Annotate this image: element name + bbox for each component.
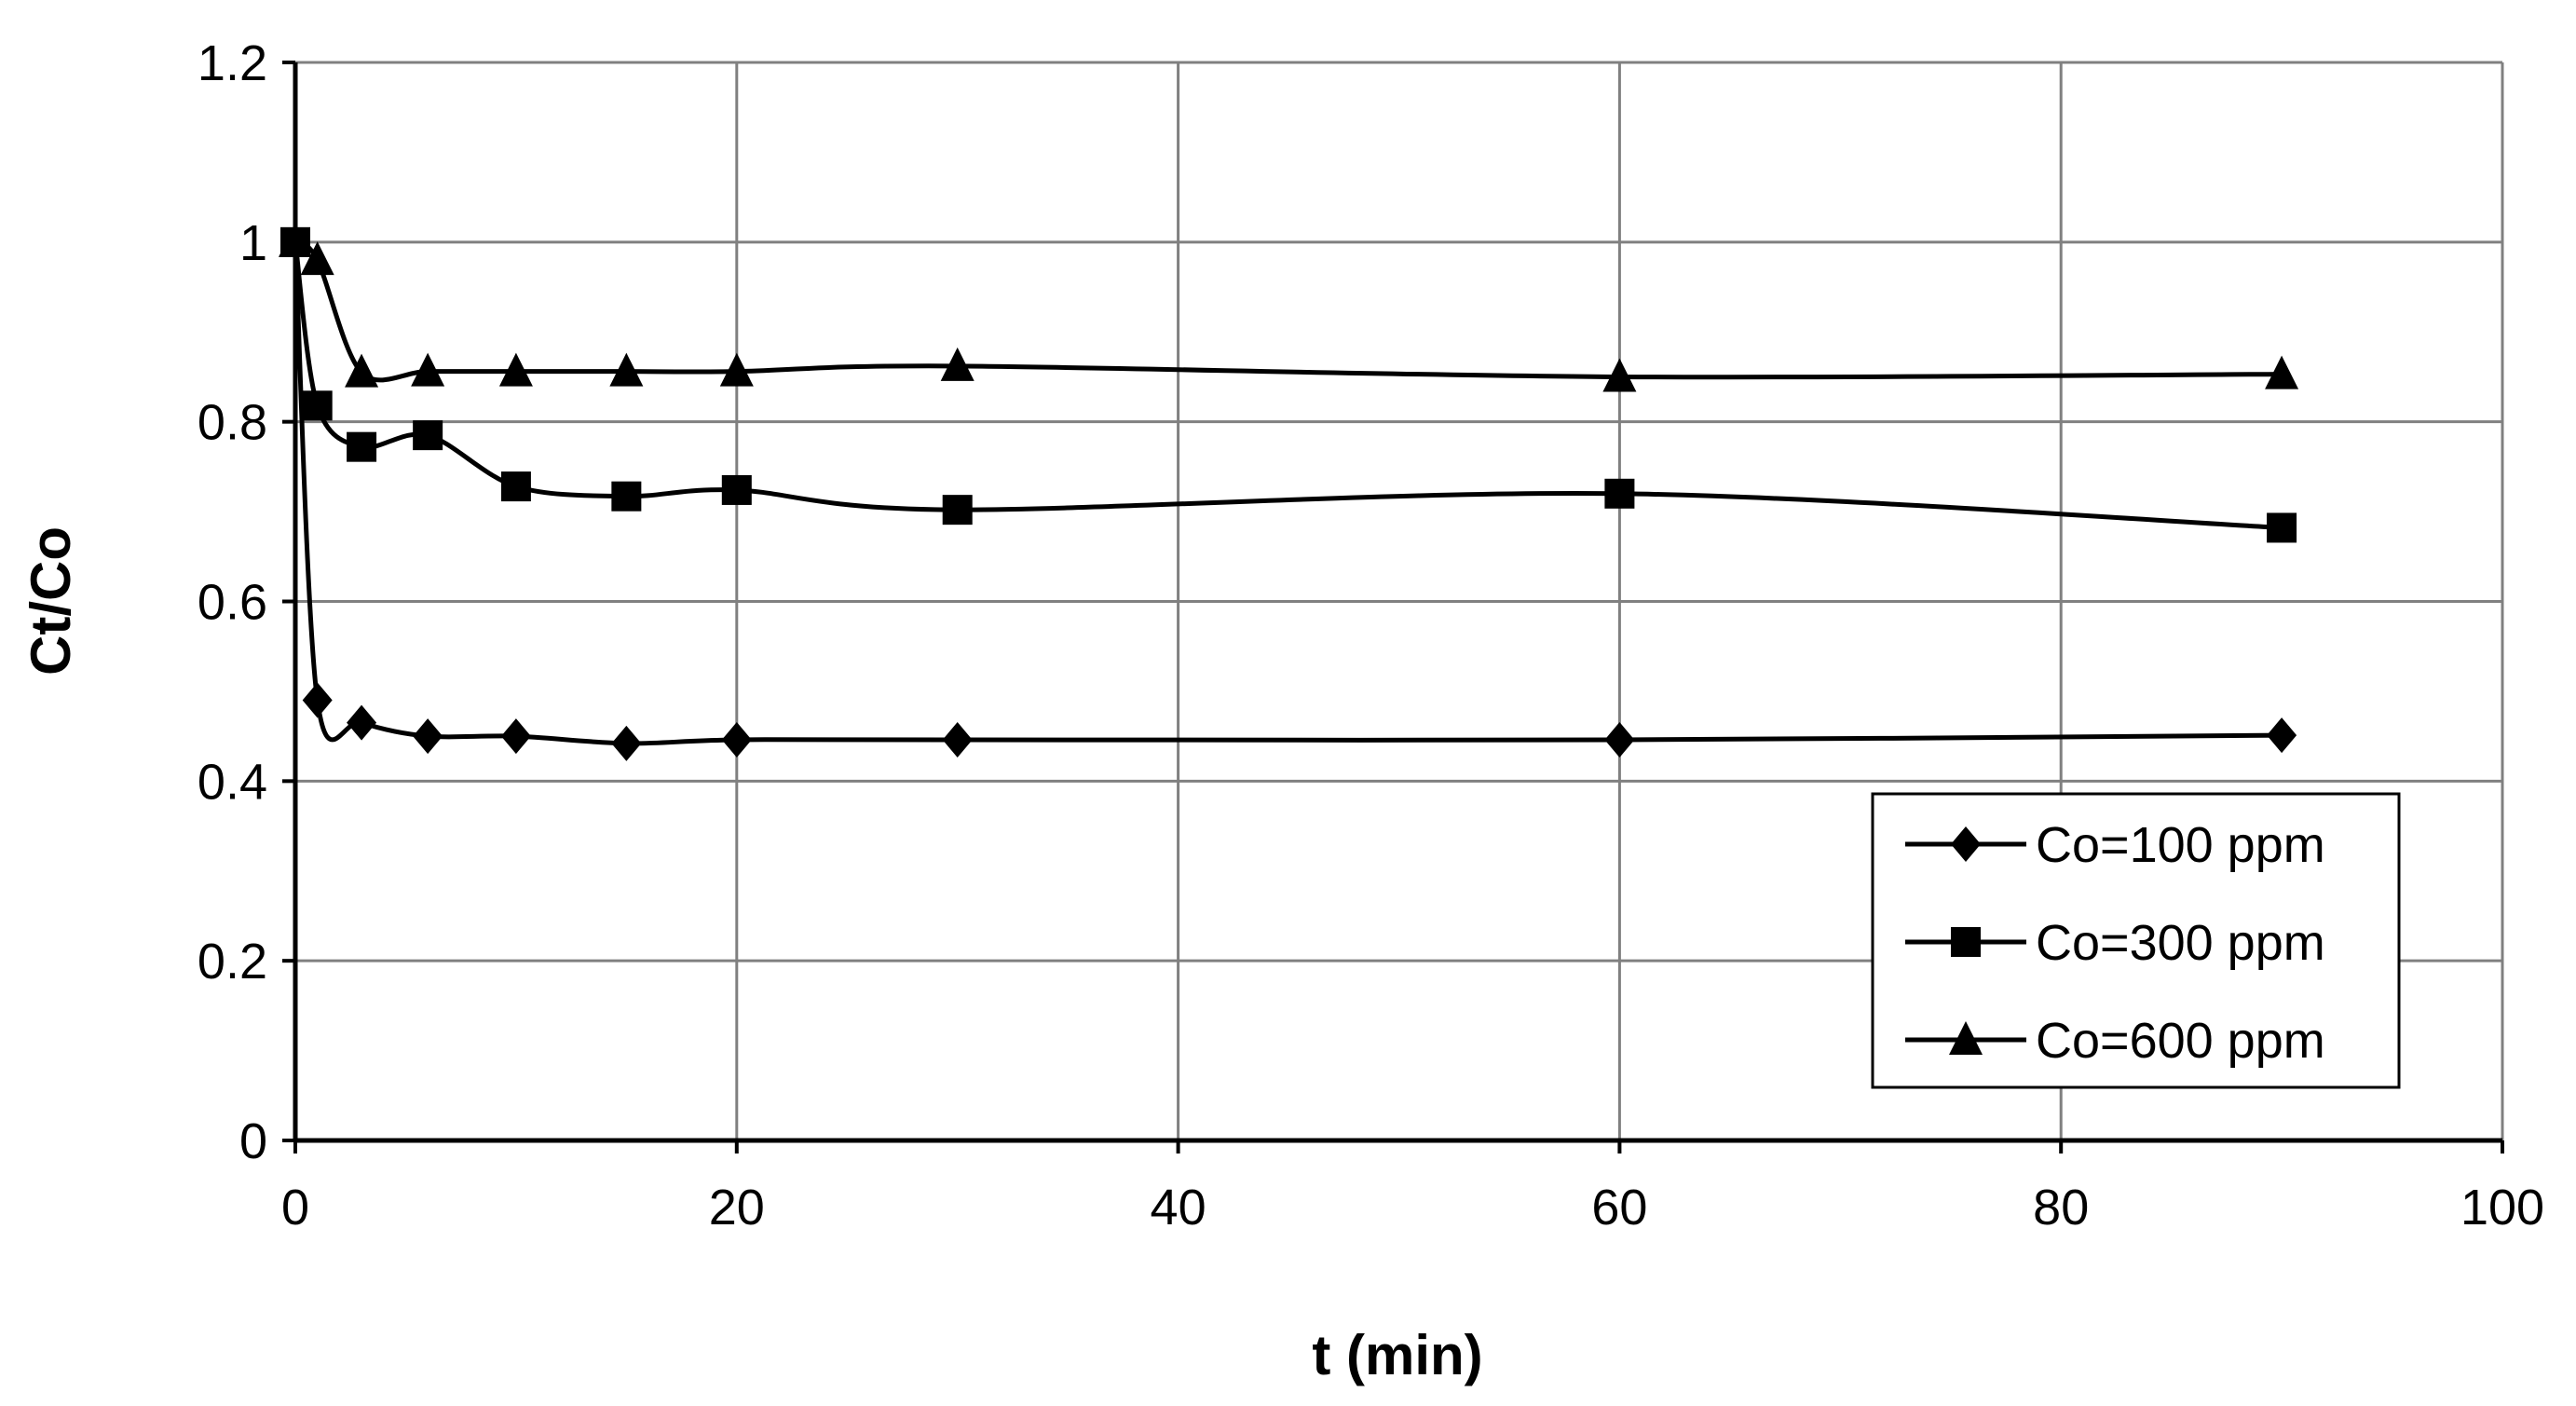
diamond-marker (721, 721, 752, 758)
x-tick-label: 60 (1591, 1180, 1647, 1235)
square-marker (1604, 478, 1635, 509)
y-tick-label: 0.8 (198, 395, 267, 451)
triangle-marker (279, 223, 312, 257)
diamond-marker (347, 704, 377, 741)
legend-triangle-marker (1949, 1021, 1983, 1055)
series-group (279, 223, 2299, 761)
series-square (280, 226, 2297, 543)
series-line (293, 239, 2283, 383)
y-tick-label: 1.2 (198, 35, 267, 91)
y-tick-label: 1 (239, 215, 267, 271)
diamond-marker (302, 682, 333, 718)
triangle-marker (1602, 358, 1637, 392)
diamond-marker (2267, 717, 2297, 754)
series-line (293, 241, 2283, 530)
triangle-marker (411, 352, 445, 387)
y-tick-label: 0 (239, 1113, 267, 1169)
x-tick-label: 100 (2460, 1180, 2544, 1235)
x-tick-label: 80 (2033, 1180, 2089, 1235)
x-tick-label: 40 (1151, 1180, 1206, 1235)
triangle-marker (2265, 355, 2299, 389)
y-axis-title: Ct/Co (20, 526, 82, 676)
y-tick-label: 0.4 (198, 754, 267, 810)
grid-lines (293, 61, 2504, 1142)
y-tick-label: 0.6 (198, 575, 267, 631)
square-marker (721, 474, 752, 505)
y-tick-label: 0.2 (198, 934, 267, 990)
triangle-marker (345, 353, 379, 388)
square-marker (347, 431, 377, 462)
legend-label: Co=100 ppm (2036, 817, 2325, 873)
square-marker (611, 481, 642, 512)
x-axis-title: t (min) (1312, 1324, 1482, 1386)
square-marker (413, 420, 443, 451)
diamond-marker (1604, 721, 1635, 758)
square-marker (500, 471, 531, 502)
series-diamond (280, 224, 2297, 761)
series-line (293, 241, 2283, 746)
triangle-marker (940, 347, 975, 381)
square-marker (302, 390, 333, 421)
diamond-marker (500, 718, 531, 755)
square-marker (942, 495, 973, 526)
square-marker (2267, 512, 2297, 543)
x-tick-label: 0 (281, 1180, 309, 1235)
legend-label: Co=300 ppm (2036, 915, 2325, 971)
legend-label: Co=600 ppm (2036, 1013, 2325, 1069)
triangle-marker (300, 241, 334, 276)
legend: Co=100 ppm Co=300 ppm Co=600 ppm (1871, 792, 2401, 1089)
diamond-marker (413, 718, 443, 755)
diamond-marker (611, 725, 642, 761)
legend-diamond-marker (1951, 826, 1981, 862)
triangle-marker (498, 352, 533, 387)
x-tick-label: 20 (709, 1180, 765, 1235)
series-triangle (279, 223, 2299, 392)
triangle-marker (609, 352, 644, 387)
diamond-marker (942, 721, 973, 758)
triangle-marker (719, 352, 754, 387)
tick-labels: 0 0.2 0.4 0.6 0.8 1 1.2 0 20 40 60 80 100 (198, 35, 2544, 1235)
legend-square-marker (1951, 927, 1981, 957)
